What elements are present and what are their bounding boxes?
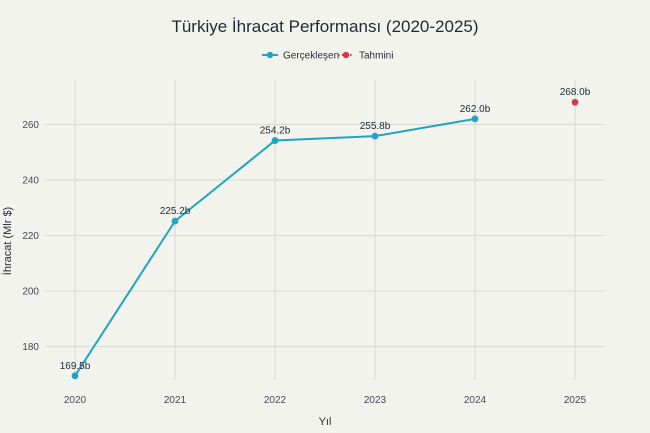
legend-label-actual: Gerçekleşen [283,51,339,62]
x-tick-label-2020: 2020 [64,395,87,406]
data-point-actual-2024 [471,115,479,123]
y-tick-label-200: 200 [22,287,39,298]
data-label-actual-2023: 255.8b [360,121,391,132]
data-label-actual-2021: 225.2b [160,206,191,217]
data-label-actual-2020: 169.5b [60,361,91,372]
x-axis-title: Yıl [319,416,332,428]
plot-area: 180 200 220 240 260 2020 2021 2022 2023 2024 2025 1… [22,80,605,406]
x-tick-label-2025: 2025 [564,395,587,406]
chart-title: Türkiye İhracat Performansı (2020-2025) [171,17,478,36]
legend: Gerçekleşen Tahmini [262,51,393,62]
x-tick-label-2024: 2024 [464,395,487,406]
data-point-actual-2022 [271,137,279,144]
data-label-actual-2022: 254.2b [260,126,291,137]
data-label-forecast-2025: 268.0b [560,87,591,98]
data-point-forecast-2025 [571,98,579,106]
x-tick-label-2022: 2022 [264,395,287,406]
y-tick-label-180: 180 [22,342,39,353]
legend-item-forecast[interactable]: Tahmini [338,51,393,62]
y-tick-label-240: 240 [22,176,39,187]
data-point-actual-2021 [171,217,179,225]
legend-marker-actual [266,51,274,59]
y-tick-label-260: 260 [22,120,39,131]
y-axis-title: İhracat (Mlr $) [1,207,14,275]
x-tick-label-2021: 2021 [164,395,187,406]
x-tick-label-2023: 2023 [364,395,387,406]
legend-label-forecast: Tahmini [359,51,393,62]
data-point-actual-2023 [371,132,379,140]
y-tick-label-220: 220 [22,231,39,242]
data-point-actual-2020 [71,372,79,380]
legend-marker-forecast [342,51,350,59]
legend-item-actual[interactable]: Gerçekleşen [262,51,339,62]
data-label-actual-2024: 262.0b [460,104,491,115]
